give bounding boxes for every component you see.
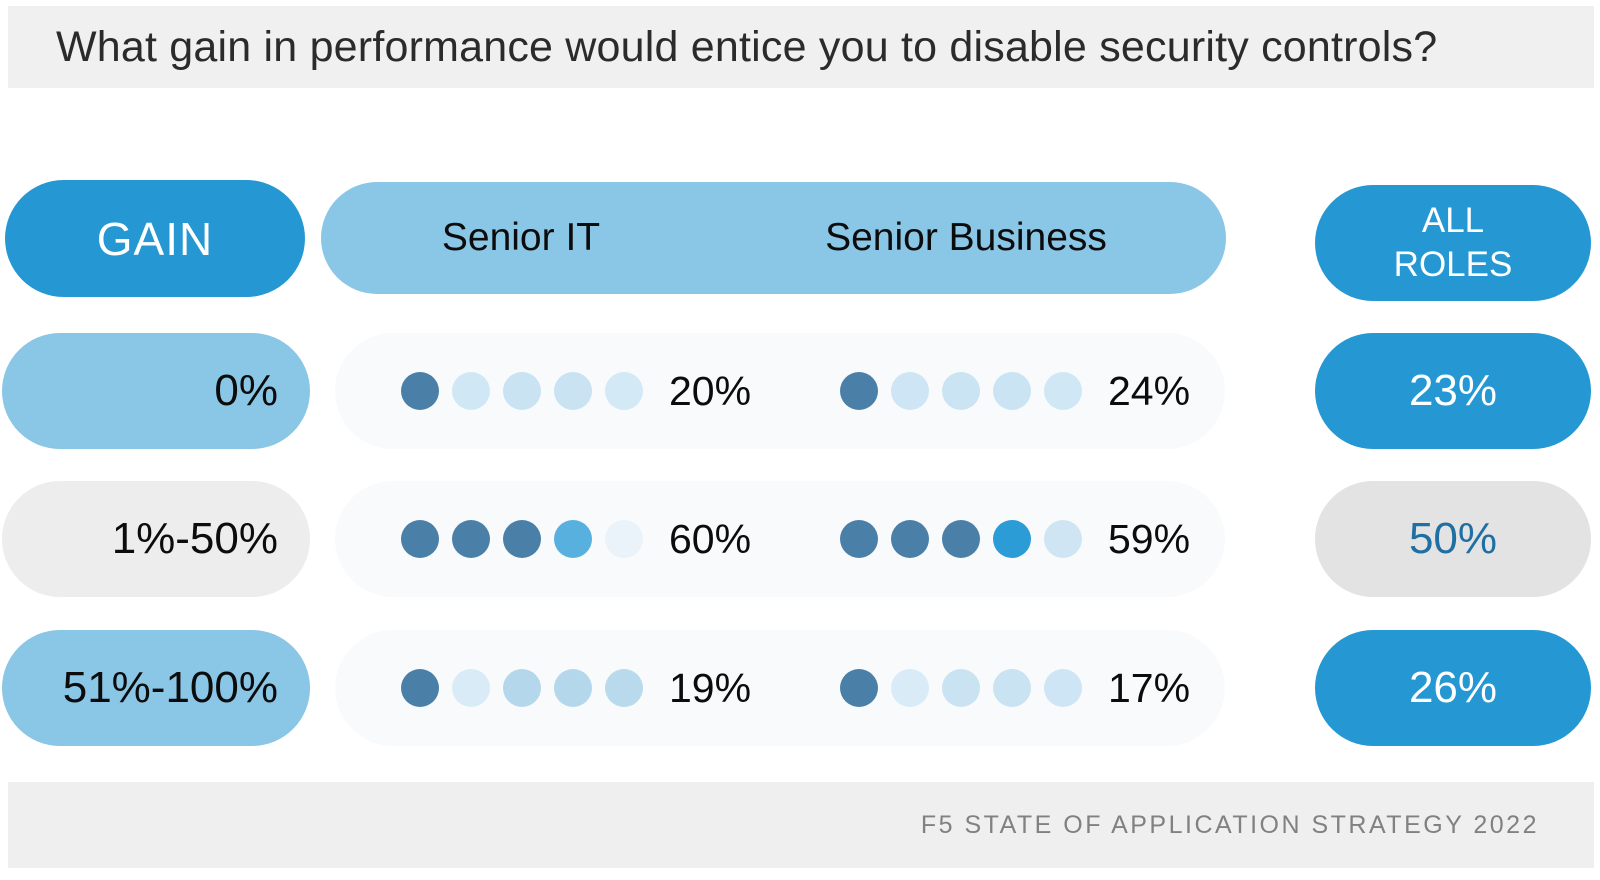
all-roles-value: 23%: [1408, 366, 1498, 415]
dot-meter: [840, 520, 1082, 558]
meter-dot: [401, 520, 439, 558]
senior-it-cell: 19%: [401, 630, 751, 746]
senior-it-value: 20%: [669, 367, 752, 414]
meter-dot: [452, 520, 490, 558]
meter-dot: [993, 372, 1031, 410]
meter-dot: [1044, 372, 1082, 410]
meter-dot: [942, 372, 980, 410]
meter-dot: [554, 669, 592, 707]
meter-dot: [401, 372, 439, 410]
gain-category-pill-1-50pct: 1%-50%: [2, 481, 310, 597]
senior-business-cell: 17%: [840, 630, 1190, 746]
gain-category-label: 1%-50%: [111, 514, 278, 563]
gain-header-label: GAIN: [96, 212, 214, 265]
senior-it-value: 60%: [669, 515, 752, 562]
gain-category-label: 0%: [214, 366, 278, 415]
senior-business-header-label: Senior Business: [825, 216, 1107, 259]
gain-category-label: 51%-100%: [62, 663, 278, 712]
senior-business-cell: 24%: [840, 333, 1190, 449]
footer-bar: F5 STATE OF APPLICATION STRATEGY 2022: [8, 782, 1594, 868]
meter-dot: [942, 669, 980, 707]
senior-business-value: 24%: [1108, 367, 1191, 414]
dot-meter: [840, 372, 1082, 410]
dot-meter: [840, 669, 1082, 707]
gain-header-pill: GAIN: [5, 180, 305, 297]
all-roles-pill-row-2: 26%: [1315, 630, 1591, 746]
meter-dot: [605, 669, 643, 707]
meter-dot: [452, 372, 490, 410]
meter-dot: [554, 520, 592, 558]
senior-business-cell: 59%: [840, 481, 1190, 597]
meter-dot: [891, 520, 929, 558]
source-attribution: F5 STATE OF APPLICATION STRATEGY 2022: [920, 810, 1539, 839]
data-panel-row-2: 19% 17%: [335, 630, 1225, 746]
groups-header-pill: Senior IT Senior Business: [321, 182, 1226, 294]
meter-dot: [503, 372, 541, 410]
all-roles-pill-row-0: 23%: [1315, 333, 1591, 449]
all-roles-pill-row-1: 50%: [1315, 481, 1591, 597]
senior-it-cell: 20%: [401, 333, 751, 449]
meter-dot: [503, 669, 541, 707]
meter-dot: [840, 372, 878, 410]
meter-dot: [840, 520, 878, 558]
meter-dot: [452, 669, 490, 707]
data-panel-row-1: 60% 59%: [335, 481, 1225, 597]
meter-dot: [993, 669, 1031, 707]
all-roles-value: 50%: [1408, 514, 1498, 563]
all-roles-header-pill: ALL ROLES: [1315, 185, 1591, 301]
senior-it-header-label: Senior IT: [441, 216, 601, 259]
all-roles-header-label: ALL ROLES: [1393, 201, 1513, 284]
meter-dot: [401, 669, 439, 707]
gain-category-pill-51-100pct: 51%-100%: [2, 630, 310, 746]
page-title: What gain in performance would entice yo…: [56, 22, 1438, 71]
meter-dot: [1044, 520, 1082, 558]
meter-dot: [993, 520, 1031, 558]
meter-dot: [942, 520, 980, 558]
data-panel-row-0: 20% 24%: [335, 333, 1225, 449]
dot-meter: [401, 520, 643, 558]
senior-business-value: 59%: [1108, 515, 1191, 562]
meter-dot: [503, 520, 541, 558]
meter-dot: [891, 669, 929, 707]
meter-dot: [554, 372, 592, 410]
senior-it-value: 19%: [669, 664, 752, 711]
meter-dot: [605, 372, 643, 410]
title-bar: What gain in performance would entice yo…: [8, 6, 1594, 88]
dot-meter: [401, 669, 643, 707]
all-roles-value: 26%: [1408, 663, 1498, 712]
senior-business-value: 17%: [1108, 664, 1191, 711]
meter-dot: [840, 669, 878, 707]
dot-meter: [401, 372, 643, 410]
meter-dot: [1044, 669, 1082, 707]
gain-category-pill-0pct: 0%: [2, 333, 310, 449]
meter-dot: [891, 372, 929, 410]
meter-dot: [605, 520, 643, 558]
senior-it-cell: 60%: [401, 481, 751, 597]
